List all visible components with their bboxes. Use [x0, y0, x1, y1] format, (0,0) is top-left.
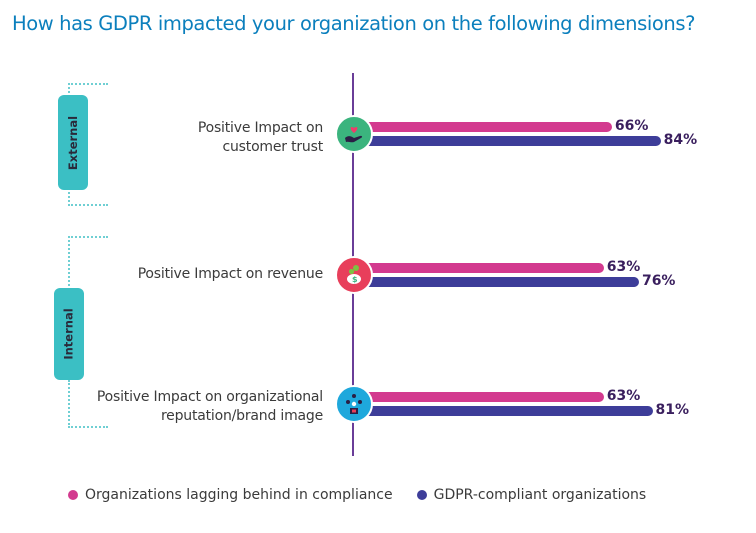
legend-item-lagging: Organizations lagging behind in complian…	[68, 487, 393, 503]
category-label-customer-trust: Positive Impact on customer trust	[197, 120, 323, 155]
bar-lagging-1	[362, 263, 604, 273]
bar-lagging-0	[362, 122, 612, 132]
data-label-lagging-0: 66%	[614, 118, 649, 134]
legend-swatch-lagging	[68, 490, 78, 500]
data-label-lagging-2: 63%	[606, 388, 641, 404]
category-label-revenue: Positive Impact on revenue	[137, 266, 324, 282]
category-label-reputation: Positive Impact on organizational reputa…	[96, 389, 323, 424]
piggy-bank-icon: $	[335, 256, 373, 294]
group-bracket-bottom-external	[68, 192, 108, 206]
group-bracket-bottom-internal	[68, 380, 108, 428]
group-bracket-top-internal	[68, 236, 108, 290]
bar-compliant-0	[362, 136, 661, 146]
legend-item-compliant: GDPR-compliant organizations	[416, 487, 646, 503]
people-network-icon	[335, 385, 373, 423]
bar-compliant-2	[362, 406, 653, 416]
data-label-compliant-2: 81%	[655, 402, 690, 418]
legend-swatch-compliant	[416, 490, 427, 500]
legend: Organizations lagging behind in complian…	[68, 487, 670, 503]
chart-title: How has GDPR impacted your organization …	[12, 12, 696, 35]
group-label-internal: Internal	[54, 288, 84, 380]
bar-lagging-2	[362, 392, 604, 402]
group-label-external: External	[58, 95, 88, 190]
hand-heart-icon	[335, 115, 373, 153]
data-label-compliant-1: 76%	[641, 273, 676, 289]
svg-text:$: $	[352, 275, 358, 284]
bar-compliant-1	[362, 277, 639, 287]
data-label-compliant-0: 84%	[663, 132, 698, 148]
data-label-lagging-1: 63%	[606, 259, 641, 275]
group-bracket-top-external	[68, 83, 108, 97]
